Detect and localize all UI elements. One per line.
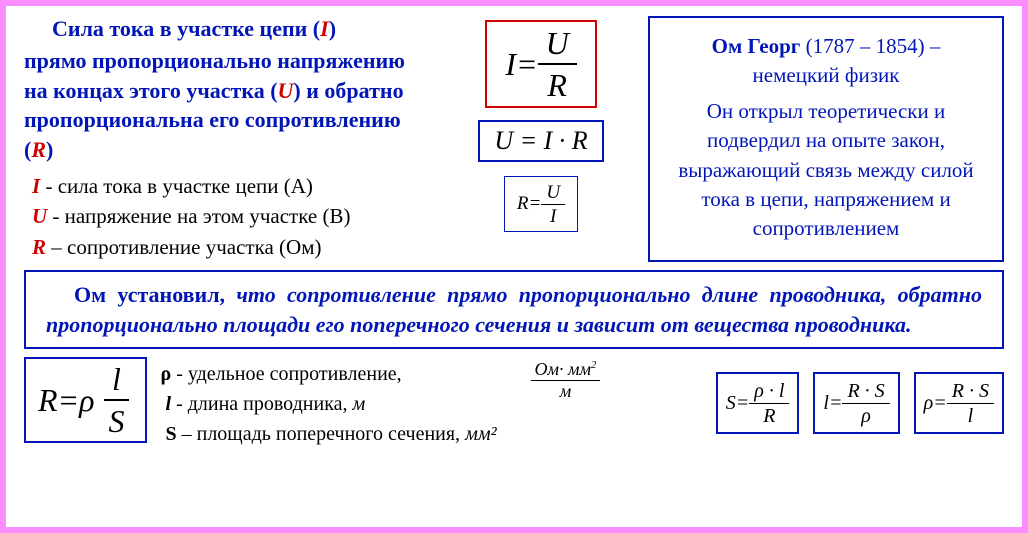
- law-body: прямо пропорционально напряжению на конц…: [24, 46, 434, 165]
- sym-i: I: [32, 174, 40, 198]
- main-num: U: [538, 27, 577, 65]
- ohm-years: (1787 – 1854) –: [800, 34, 940, 58]
- l-txt: длина проводника,: [188, 393, 353, 415]
- title-symbol-i: I: [320, 16, 329, 41]
- bigR-eq: =: [58, 382, 80, 419]
- rho-sym: ρ: [161, 363, 172, 385]
- formula-r-box: R = U I: [504, 176, 578, 232]
- bigR-fraction: l S: [101, 363, 133, 437]
- def-s: S – площадь поперечного сечения, мм²: [161, 419, 521, 449]
- main-left: I: [505, 46, 516, 83]
- sb-s-num: ρ · l: [749, 381, 789, 404]
- bigR-rho: ρ: [79, 382, 94, 419]
- s-unit: мм²: [465, 423, 497, 445]
- sb-rho-eq: =: [933, 392, 947, 415]
- formula-u: U = I · R: [494, 126, 587, 156]
- rho-dash: -: [171, 363, 188, 385]
- txt-r: сопротивление участка (Ом): [67, 235, 321, 259]
- sym-u: U: [32, 204, 47, 228]
- law-p3: ): [46, 137, 53, 162]
- formula-l-box: l = R · S ρ: [813, 372, 899, 434]
- ohm-name-line: Ом Георг (1787 – 1854) –: [664, 32, 988, 61]
- r-num: U: [541, 183, 565, 205]
- title-plain: Сила тока в участке цепи (: [52, 16, 320, 41]
- formula-main-box: I = U R: [485, 20, 596, 108]
- def-l: l - длина проводника, м: [161, 389, 521, 419]
- formula-s-box: S = ρ · l R: [716, 372, 800, 434]
- r-fraction: U I: [541, 183, 565, 226]
- sb-l-frac: R · S ρ: [842, 381, 889, 426]
- formula-u-box: U = I · R: [478, 120, 603, 162]
- formula-column: I = U R U = I · R R = U I: [446, 16, 636, 262]
- sb-s-eq: =: [736, 392, 750, 415]
- s-dash: –: [177, 423, 197, 445]
- sb-s-left: S: [726, 392, 736, 415]
- r-left: R: [517, 193, 529, 215]
- sb-rho-frac: R · S l: [947, 381, 994, 426]
- def-rho: ρ - удельное сопротивление,: [161, 359, 521, 389]
- dash-u: -: [47, 204, 65, 228]
- ohm-bio-box: Ом Георг (1787 – 1854) – немецкий физик …: [648, 16, 1004, 262]
- r-eq: =: [529, 193, 542, 215]
- def-r: R – сопротивление участка (Ом): [24, 232, 434, 262]
- sb-rho-den: l: [963, 404, 979, 426]
- main-den: R: [539, 65, 575, 101]
- law-title: Сила тока в участке цепи (I): [52, 16, 434, 42]
- resistance-formula-box: R = ρ l S: [24, 357, 147, 443]
- l-dash: -: [171, 393, 188, 415]
- l-unit: м: [352, 393, 365, 415]
- top-row: Сила тока в участке цепи (I) прямо пропо…: [24, 16, 1004, 262]
- ohm-desc: Он открыл теоретически и подвердил на оп…: [664, 97, 988, 244]
- sb-s-frac: ρ · l R: [749, 381, 789, 426]
- sb-l-num: R · S: [842, 381, 889, 404]
- bigR-den: S: [101, 401, 133, 437]
- sb-l-eq: =: [829, 392, 843, 415]
- rho-txt: удельное сопротивление,: [188, 363, 402, 385]
- main-eq: =: [516, 46, 538, 83]
- s-txt: площадь поперечного сечения,: [197, 423, 465, 445]
- dash-r: –: [46, 235, 67, 259]
- formula-rho-box: ρ = R · S l: [914, 372, 1004, 434]
- title-close: ): [329, 16, 336, 41]
- rho-definitions: ρ - удельное сопротивление, l - длина пр…: [161, 357, 521, 449]
- dash-i: -: [40, 174, 58, 198]
- bigR-num: l: [104, 363, 129, 401]
- sb-rho-num: R · S: [947, 381, 994, 404]
- main-fraction: U R: [538, 27, 577, 101]
- unit-num: Ом· мм2: [531, 359, 601, 381]
- sym-r: R: [32, 235, 46, 259]
- bottom-row: R = ρ l S ρ - удельное сопротивление, l …: [24, 357, 1004, 449]
- slide-inner: Сила тока в участке цепи (I) прямо пропо…: [6, 6, 1022, 527]
- txt-i: сила тока в участке цепи (А): [58, 174, 313, 198]
- slide-outer: Сила тока в участке цепи (I) прямо пропо…: [0, 0, 1028, 533]
- resistance-law-box: Ом установил, что сопротивление прямо пр…: [24, 270, 1004, 349]
- derived-formulas: S = ρ · l R l = R · S ρ ρ = R ·: [716, 357, 1004, 449]
- ohms-law-statement: Сила тока в участке цепи (I) прямо пропо…: [24, 16, 434, 262]
- resistivity-unit: Ом· мм2 м: [531, 359, 601, 449]
- symbol-definitions: I - сила тока в участке цепи (А) U - нап…: [24, 171, 434, 262]
- ohm-name: Ом Георг: [712, 34, 801, 58]
- def-u: U - напряжение на этом участке (В): [24, 201, 434, 231]
- unit-den: м: [560, 381, 572, 402]
- bigR-left: R: [38, 382, 58, 419]
- ohm-prof: немецкий физик: [664, 61, 988, 90]
- r-den: I: [545, 205, 561, 226]
- def-i: I - сила тока в участке цепи (А): [24, 171, 434, 201]
- s-sym: S: [166, 423, 177, 445]
- law-sym-u: U: [278, 78, 294, 103]
- sb-rho-left: ρ: [924, 392, 934, 415]
- mid-lead: Ом установил,: [74, 282, 236, 307]
- sb-l-den: ρ: [856, 404, 876, 426]
- law-sym-r: R: [31, 137, 46, 162]
- txt-u: напряжение на этом участке (В): [65, 204, 351, 228]
- sb-s-den: R: [758, 404, 780, 426]
